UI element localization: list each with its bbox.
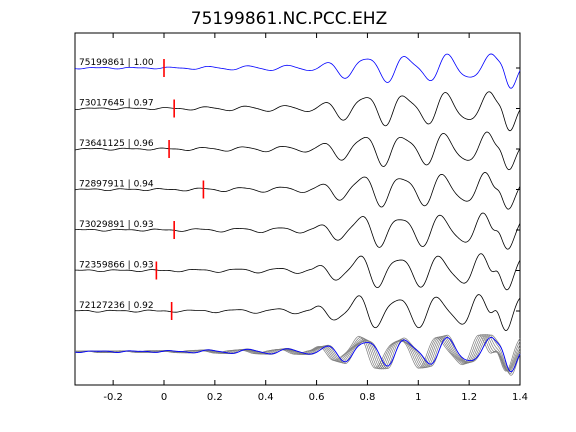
trace-line-5	[74, 253, 521, 291]
trace-1: 73017645 | 0.97	[74, 91, 521, 132]
x-axis: -0.2 0 0.2 0.4 0.6 0.8 1 1.2 1.4	[103, 33, 528, 403]
trace-label-0: 75199861 | 1.00	[79, 58, 154, 68]
stack-template-line	[74, 336, 521, 373]
x-tick-label-3: 0.4	[258, 392, 274, 403]
chart-title: 75199861.NC.PCC.EHZ	[191, 9, 388, 29]
x-tick-label-8: 1.4	[512, 392, 528, 403]
x-tick-label-7: 1.2	[461, 392, 477, 403]
trace-line-2	[74, 131, 521, 171]
x-tick-label-5: 0.8	[359, 392, 375, 403]
trace-label-1: 73017645 | 0.97	[79, 99, 154, 109]
traces-layer: 75199861 | 1.00 73017645 | 0.97 73641125 |…	[74, 53, 521, 376]
trace-0: 75199861 | 1.00	[74, 53, 521, 89]
trace-line-1	[74, 91, 521, 132]
trace-label-4: 73029891 | 0.93	[79, 220, 154, 230]
trace-line-0	[74, 53, 521, 89]
stack-trace-3	[74, 334, 521, 372]
trace-label-3: 72897911 | 0.94	[79, 180, 154, 190]
trace-3: 72897911 | 0.94	[74, 172, 521, 210]
trace-4: 73029891 | 0.93	[74, 212, 521, 250]
trace-line-6	[74, 294, 521, 332]
axes-box	[74, 32, 521, 386]
trace-label-6: 72127236 | 0.92	[79, 301, 154, 311]
x-tick-label-2: 0.2	[207, 392, 223, 403]
x-tick-label-0: -0.2	[103, 392, 123, 403]
stack-trace-6	[74, 334, 521, 372]
trace-line-3	[74, 172, 521, 210]
trace-label-2: 73641125 | 0.96	[79, 139, 154, 149]
x-tick-label-1: 0	[161, 392, 167, 403]
x-tick-label-6: 1	[415, 392, 421, 403]
trace-label-5: 72359866 | 0.93	[79, 261, 154, 271]
trace-2: 73641125 | 0.96	[74, 131, 521, 171]
stack-overlay	[74, 334, 521, 376]
x-tick-label-4: 0.6	[309, 392, 325, 403]
trace-line-4	[74, 212, 521, 250]
trace-5: 72359866 | 0.93	[74, 253, 521, 291]
trace-6: 72127236 | 0.92	[74, 294, 521, 332]
